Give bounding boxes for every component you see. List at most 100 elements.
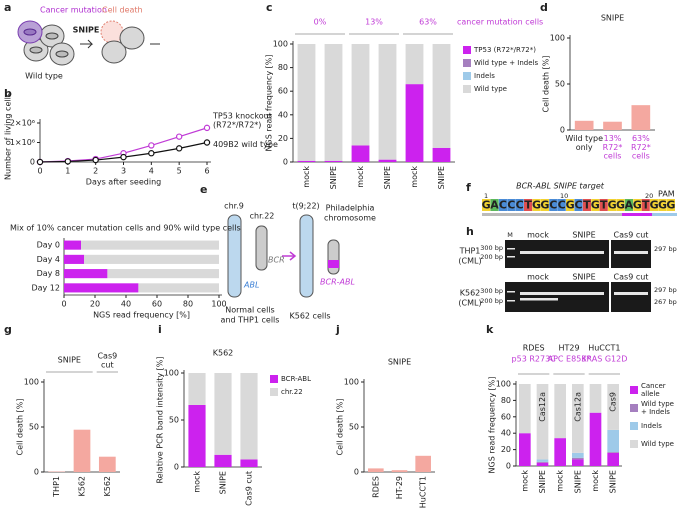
y-tick-label: Day 8 bbox=[37, 269, 60, 278]
chart-title: SNIPE bbox=[388, 358, 411, 367]
bar-segment bbox=[519, 433, 531, 466]
target-bar bbox=[622, 213, 652, 216]
bar-segment bbox=[324, 160, 343, 162]
point bbox=[120, 153, 127, 161]
base: G bbox=[566, 199, 575, 212]
bar-segment bbox=[607, 452, 619, 453]
text-line: allele bbox=[641, 390, 660, 398]
x-tick-label: K562 bbox=[78, 476, 87, 497]
legend-label: Wild type + Indels bbox=[641, 400, 674, 416]
point bbox=[148, 142, 155, 149]
y-tick-label: 40 bbox=[501, 429, 511, 438]
x-tick-label: THP1 bbox=[52, 476, 61, 498]
base: C bbox=[549, 199, 557, 212]
position: 1 bbox=[484, 192, 488, 200]
label: Cell death bbox=[102, 6, 143, 15]
bar-segment bbox=[214, 373, 232, 455]
bar-segment bbox=[519, 384, 531, 434]
y-tick-label: 1×10⁶ bbox=[10, 138, 35, 147]
text-line: 63% bbox=[632, 134, 650, 143]
bar bbox=[73, 429, 91, 472]
legend-label: Indels bbox=[474, 72, 495, 80]
lane-label: Cas9 cut bbox=[614, 231, 649, 240]
band-label: 297 bp bbox=[654, 245, 677, 253]
base: G bbox=[658, 199, 667, 212]
base: G bbox=[633, 199, 642, 212]
bar-segment bbox=[536, 461, 549, 463]
bar-segment bbox=[240, 459, 258, 467]
panel-letter: g bbox=[4, 323, 12, 336]
band-label: 297 bp bbox=[654, 286, 677, 294]
x-tick-label: 100 bbox=[211, 300, 226, 309]
base: G bbox=[650, 199, 659, 212]
text-line: Wild type bbox=[641, 400, 674, 408]
lane-label: mock bbox=[527, 273, 549, 282]
legend-label: chr.22 bbox=[281, 388, 303, 396]
x-axis-label: Days after seeding bbox=[86, 178, 161, 187]
label: t(9;22) bbox=[292, 202, 319, 211]
label: Normal cells bbox=[225, 306, 274, 315]
text-line: R72* bbox=[603, 142, 623, 151]
x-tick-label: SNIPE bbox=[329, 166, 338, 189]
x-tick-label: 60 bbox=[152, 300, 162, 309]
base-box bbox=[498, 199, 507, 211]
group-label: 13% bbox=[365, 18, 383, 27]
y-tick-label: 40 bbox=[278, 110, 288, 119]
y-tick-label: 50 bbox=[555, 80, 565, 89]
group-label: 63% bbox=[419, 18, 437, 27]
legend-swatch bbox=[463, 85, 471, 93]
y-tick-label: 80 bbox=[278, 63, 288, 72]
base: C bbox=[516, 199, 524, 212]
legend-label: TP53 (R72*/R72*) bbox=[473, 46, 536, 54]
panel-letter: h bbox=[466, 225, 474, 238]
size-label: 300 bp bbox=[480, 287, 503, 295]
lane-label: mock bbox=[527, 231, 549, 240]
point bbox=[148, 150, 155, 157]
base: A bbox=[625, 199, 634, 212]
bar-segment bbox=[572, 452, 584, 458]
base-box bbox=[532, 199, 541, 211]
point bbox=[175, 145, 183, 152]
bar-segment bbox=[378, 44, 397, 160]
x-tick-label: 1 bbox=[65, 167, 70, 176]
bar-note: Cas12a bbox=[573, 392, 582, 422]
legend-swatch bbox=[630, 422, 638, 430]
band-label: 267 bp bbox=[654, 298, 677, 306]
panel-letter: d bbox=[540, 1, 548, 14]
label: SNIPE bbox=[73, 26, 100, 35]
bar-segment bbox=[84, 254, 220, 264]
nucleus bbox=[23, 28, 37, 36]
bar-segment bbox=[432, 147, 451, 162]
target-bar bbox=[482, 213, 622, 216]
nucleus bbox=[29, 46, 43, 54]
bar-segment bbox=[572, 459, 584, 466]
x-tick-label: SNIPE bbox=[538, 470, 547, 493]
nucleus bbox=[55, 50, 69, 58]
text-line: cells bbox=[604, 151, 622, 160]
lane-label: Cas9 cut bbox=[614, 273, 649, 282]
bar-segment bbox=[607, 384, 619, 430]
label: chr.22 bbox=[250, 212, 275, 221]
y-tick-label: 100 bbox=[496, 380, 511, 389]
legend-label: Wild type bbox=[641, 440, 674, 448]
y-tick-label: 0 bbox=[354, 468, 359, 477]
base: T bbox=[642, 199, 650, 212]
x-tick-label: SNIPE bbox=[573, 470, 582, 493]
chart-title: SNIPE bbox=[601, 14, 624, 23]
y-tick-label: 50 bbox=[349, 423, 359, 432]
row-label: (CML) bbox=[458, 257, 481, 266]
group-note: cancer mutation cells bbox=[457, 18, 543, 27]
text-line: R72* bbox=[631, 142, 651, 151]
y-tick-label: 2×10⁶ bbox=[10, 119, 35, 128]
chart: 0 50 100 Cell death [%] THP1 K562 K562 SNIPE Cas… bbox=[16, 351, 120, 498]
point bbox=[203, 124, 211, 132]
y-tick-label: 0 bbox=[506, 462, 511, 471]
x-tick-label: SNIPE bbox=[383, 166, 392, 189]
label: BCR bbox=[268, 256, 285, 265]
legend-swatch bbox=[463, 46, 471, 54]
x-tick-label: SNIPE bbox=[609, 470, 618, 493]
band bbox=[520, 251, 604, 254]
base: T bbox=[583, 199, 591, 212]
arrow bbox=[289, 251, 297, 261]
